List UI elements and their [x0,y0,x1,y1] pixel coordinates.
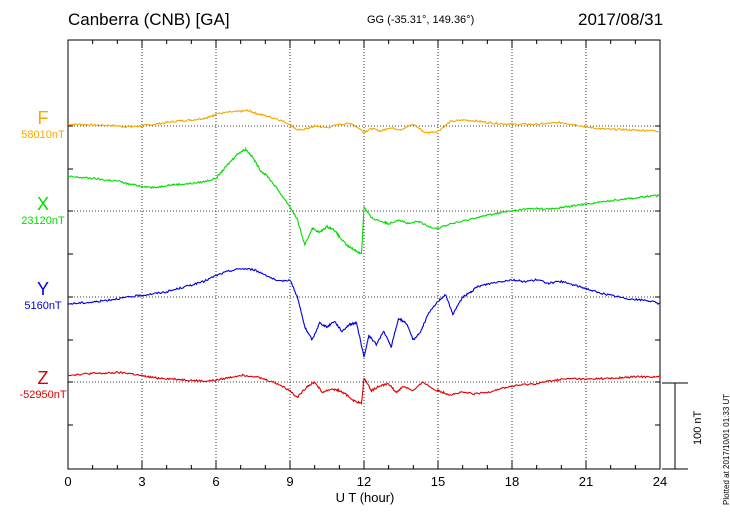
series-line-y [67,267,661,358]
x-tick-label: 21 [579,474,593,489]
series-line-z [67,371,661,406]
x-tick-label: 6 [212,474,219,489]
series-baseline-value: 5160nT [24,300,62,312]
series-symbol: Y [36,279,49,299]
x-axis-label: U T (hour) [335,490,395,505]
axis-ticks [67,40,661,469]
series-symbol: X [36,194,49,214]
x-tick-label: 15 [431,474,445,489]
x-tick-labels: 0 3 6 9 12 15 18 21 24 [64,474,667,489]
chart-date: 2017/08/31 [578,10,664,29]
x-tick-label: 24 [653,474,667,489]
plot-frame [67,39,661,470]
x-tick-label: 18 [505,474,519,489]
series-baseline-value: 23120nT [21,215,65,227]
series-lines [67,109,661,406]
scale-bar [662,382,688,470]
series-line-f [67,109,661,134]
series-label-x: X 23120nT [8,194,78,228]
x-tick-label: 9 [286,474,293,489]
series-symbol: F [37,108,49,128]
series-baseline-value: 58010nT [21,129,65,141]
x-tick-label: 3 [138,474,145,489]
station-coordinates: GG (-35.31°, 149.36°) [367,14,475,26]
x-tick-label: 0 [64,474,71,489]
series-label-f: F 58010nT [8,108,78,142]
scale-bar-label: 100 nT [692,410,704,445]
series-symbol: Z [37,368,49,388]
plotted-timestamp: Plotted at 2017/10/01 01:33 UT [722,393,730,505]
series-label-y: Y 5160nT [8,279,78,313]
x-tick-label: 12 [357,474,371,489]
station-title: Canberra (CNB) [GA] [68,10,230,29]
series-line-x [67,146,661,255]
series-baseline-value: -52950nT [19,389,67,401]
series-label-z: Z -52950nT [8,368,78,402]
grid-lines [68,40,660,469]
